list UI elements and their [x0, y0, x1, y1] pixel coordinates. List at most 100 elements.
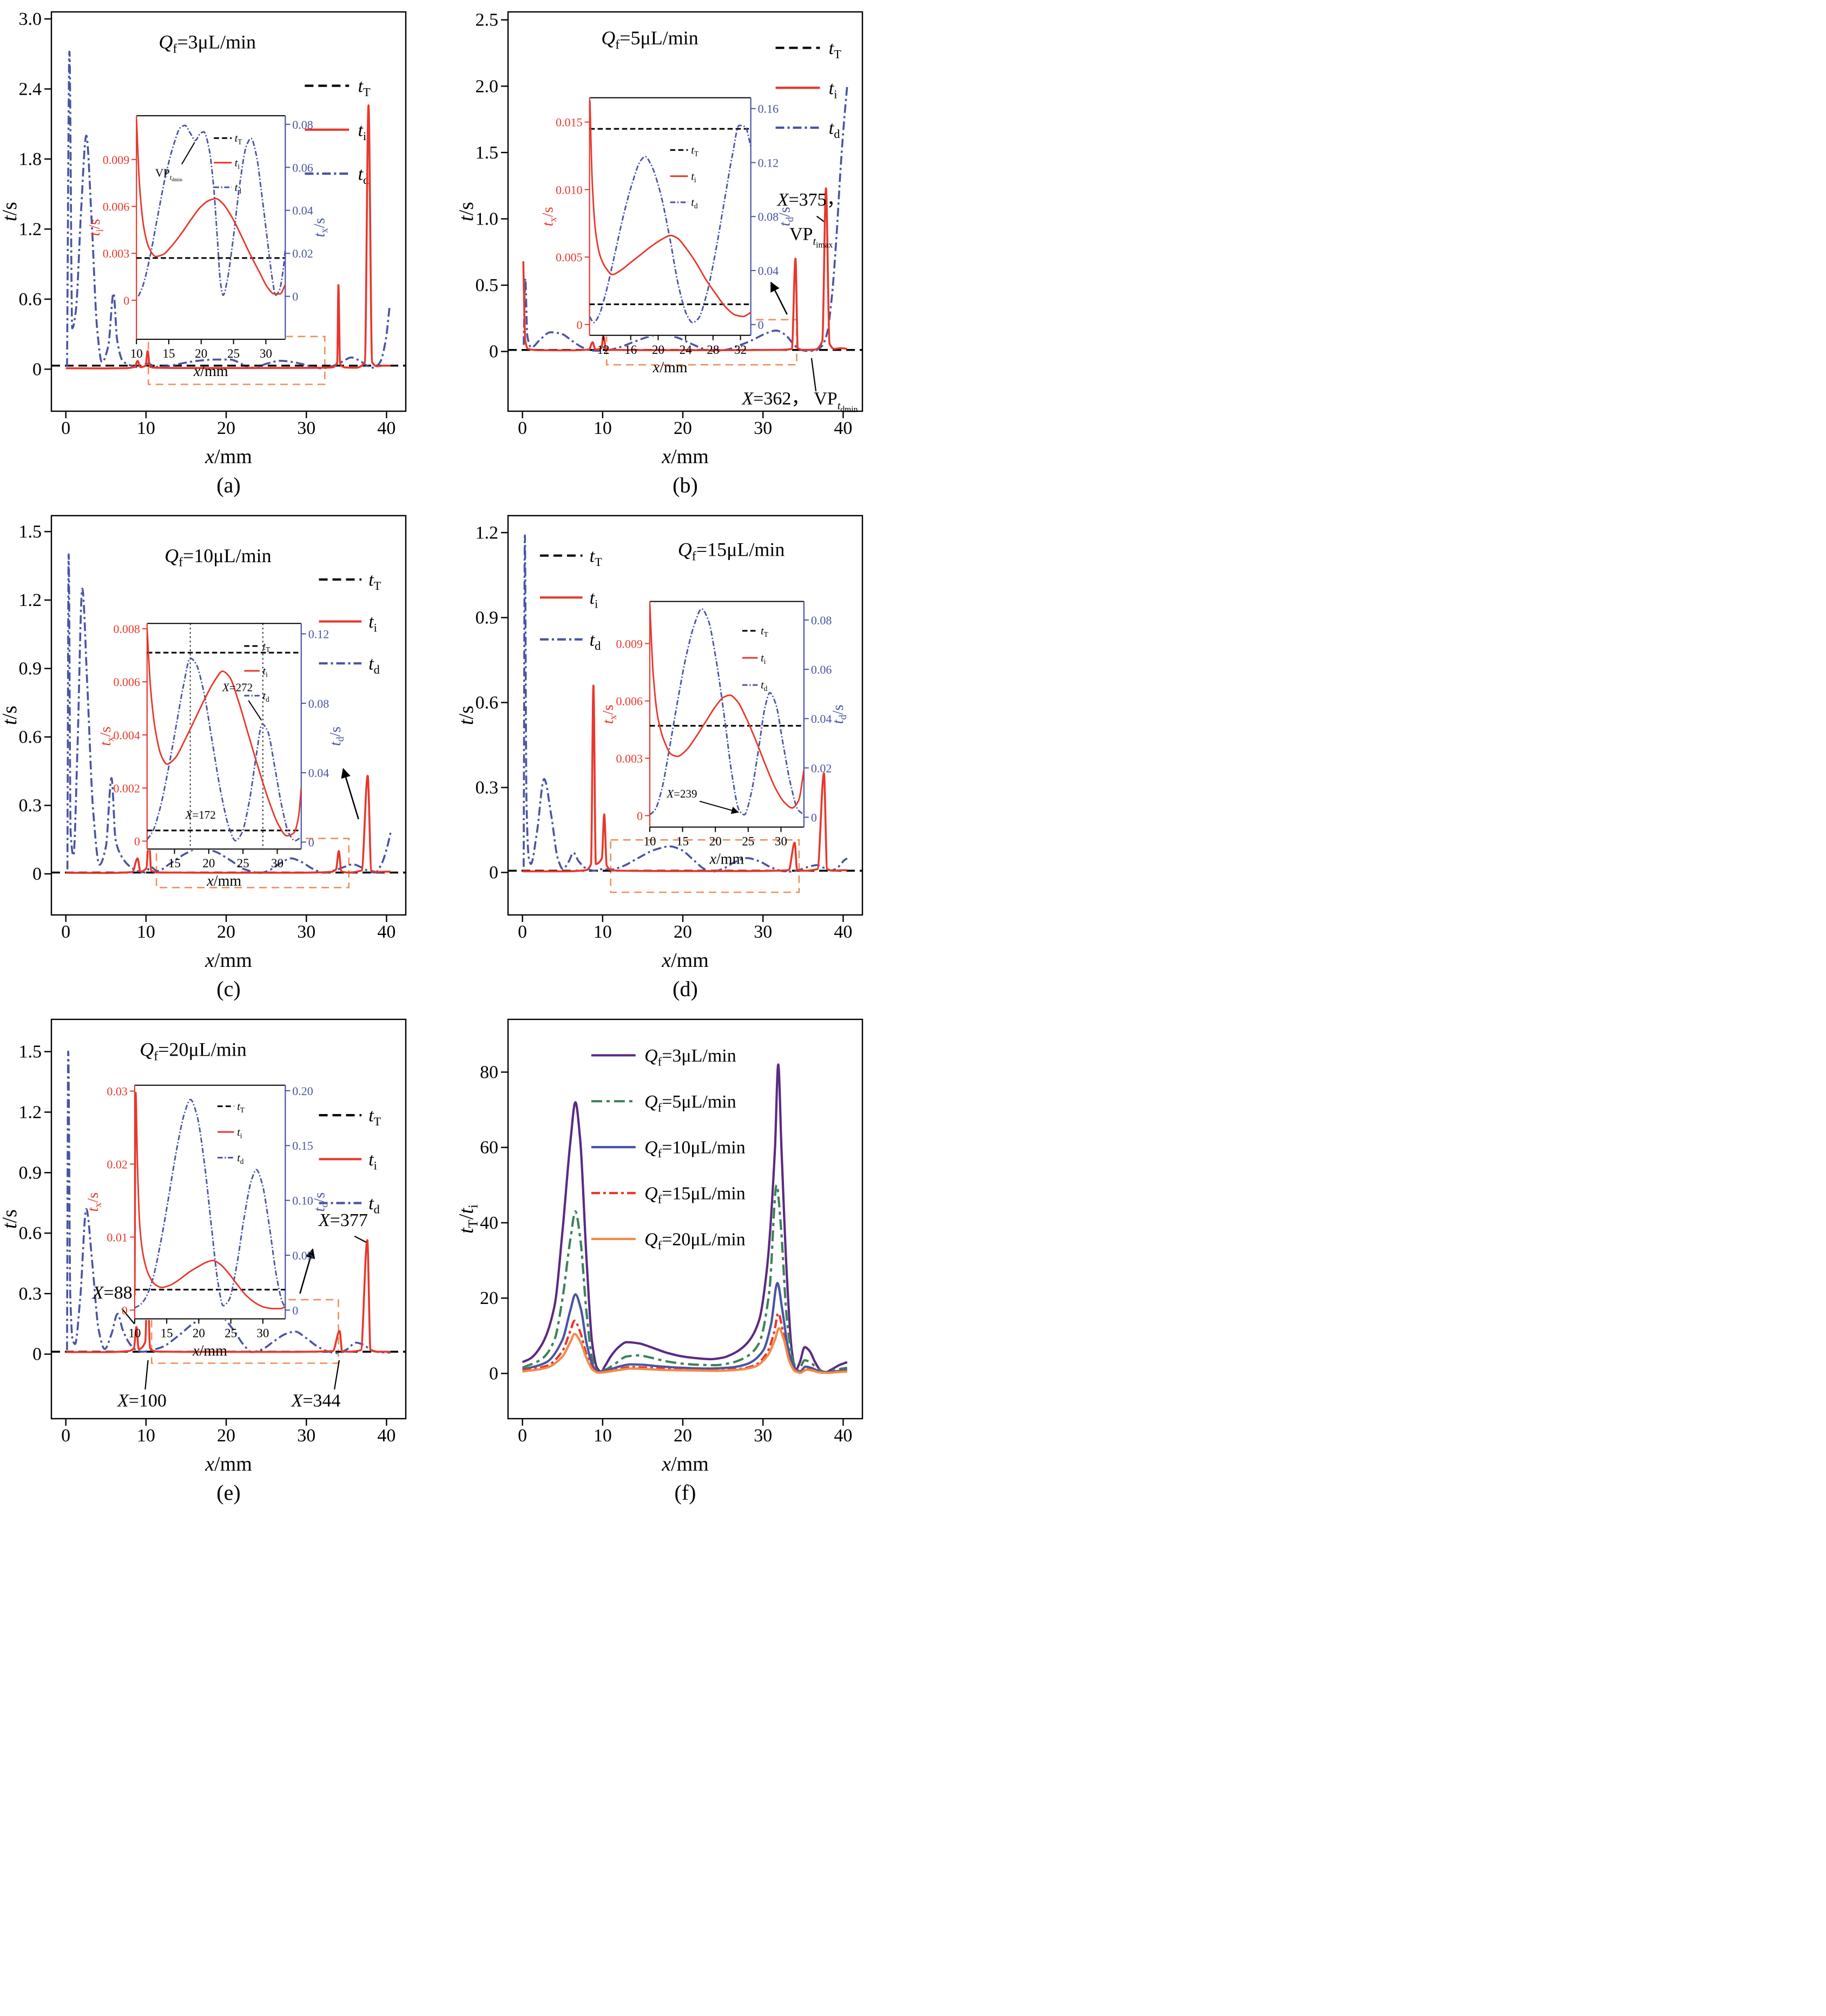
panel-caption: (d) [673, 977, 698, 1001]
series-dashdot-blue [66, 50, 391, 370]
y-axis-label: t/s [0, 706, 21, 725]
legend-label: ti [691, 170, 696, 183]
panel-f: 0 10 20 30 40 0 20 40 60 80 x/mm tT/ti (f) Qf=3μL/min… [457, 1007, 913, 1511]
legend-label: td [590, 630, 601, 653]
inset-series [589, 100, 751, 324]
legend-label: Qf=3μL/min [644, 1046, 736, 1069]
inset-series [134, 1091, 286, 1309]
legend-label: ti [237, 1126, 242, 1139]
legend-label: tT [237, 1101, 245, 1114]
y-tick-label: 1.5 [19, 522, 42, 542]
y-tick-label: 0.5 [476, 275, 499, 295]
inset-right-tick-label: 0.15 [292, 1139, 313, 1152]
y-tick-label: 0.6 [476, 693, 499, 713]
panel-c-chart: 0 10 20 30 40 0 0.3 0.6 0.9 1.2 1.5 x/mm t/s (c) Qf=10… [0, 504, 457, 1007]
inset-right-tick-label: 0 [292, 290, 298, 304]
inset-left-tick-label: 0.006 [103, 200, 130, 214]
legend-label: td [263, 690, 270, 703]
inset-left-tick-label: 0 [122, 1303, 128, 1317]
legend-label: tT [590, 546, 602, 569]
legend: tT ti td [670, 144, 698, 210]
series-solid-red [134, 1091, 286, 1309]
inset-left-tick-label: 0.02 [107, 1157, 128, 1171]
inset-x-tick-label: 10 [130, 347, 143, 360]
legend: tT ti td [539, 546, 602, 653]
legend-label: ti [829, 78, 838, 101]
legend-label: tT [829, 38, 841, 61]
panel-e-chart: 0 10 20 30 4000.30.60.91.21.5x/mmt/s(e)Qf=20… [0, 1007, 457, 1511]
x-axis-label: x/mm [661, 949, 709, 972]
x-tick-label: 30 [754, 418, 772, 438]
legend-label: Qf=20μL/min [644, 1229, 746, 1252]
series-dashdot-blue [66, 553, 392, 874]
inset-right-tick-label: 0.04 [292, 204, 313, 218]
legend: tT ti td [305, 76, 371, 187]
x-tick-label: 20 [674, 922, 692, 942]
zoom-region-rect [605, 319, 797, 366]
inset-annotation: X=172 [185, 808, 216, 821]
y-tick-label: 2.4 [19, 79, 42, 99]
y-tick-label: 0.9 [19, 1163, 42, 1183]
y-tick-label: 1.5 [476, 143, 499, 163]
x-tick-label: 10 [137, 922, 155, 942]
inset-x-tick-label: 30 [256, 1327, 269, 1340]
inset-x-tick-label: 20 [709, 835, 722, 848]
series-solid-blue [522, 1282, 848, 1374]
inset-series [147, 629, 301, 842]
y-tick-label: 1.0 [476, 209, 499, 229]
legend-label: Qf=15μL/min [644, 1184, 746, 1207]
y-tick-label: 0 [32, 359, 42, 379]
x-tick-label: 20 [674, 1426, 692, 1446]
inset-right-axis-label: td/s [327, 727, 346, 746]
y-tick-label: 60 [480, 1138, 498, 1158]
main-series [51, 1050, 406, 1354]
inset-x-tick-label: 25 [742, 835, 754, 848]
inset-x-tick-label: 32 [734, 343, 747, 357]
legend-label: Qf=5μL/min [644, 1092, 736, 1115]
annotation: X=377 [318, 1210, 368, 1230]
legend-label: tT [358, 76, 371, 99]
inset-chart: 10 15 20 25 30 0 0.003 0.006 0.009 0 0.02 0.04 0.06 0… [600, 600, 849, 868]
inset-left-axis-label: ti/s [87, 219, 106, 236]
inset-right-tick-label: 0.02 [292, 247, 313, 260]
panel-d: 0 10 20 30 40 0 0.3 0.6 0.9 1.2 x/mm t/s (d) Qf=15μL/… [457, 504, 913, 1007]
x-tick-label: 40 [834, 1426, 852, 1446]
x-tick-label: 40 [834, 418, 852, 438]
inset-right-tick-label: 0.08 [292, 118, 313, 131]
legend-label: tT [263, 641, 271, 654]
x-axis-label: x/mm [205, 445, 252, 468]
inset-left-axis-label: tx/s [85, 1193, 104, 1212]
inset-chart: 10 15 20 25 30 0 0.003 0.006 0.009 0 0.02 0.04 0.06 0… [87, 114, 331, 380]
panel-b-chart: 0 10 20 30 40 0 0.5 1.0 1.5 2.0 2.5 x/mm t/s (b) Qf=5μ… [457, 0, 913, 504]
legend-label: tT [691, 144, 698, 157]
panel-b: 0 10 20 30 40 0 0.5 1.0 1.5 2.0 2.5 x/mm t/s (b) Qf=5μ… [457, 0, 913, 504]
inset-right-tick-label: 0.04 [308, 766, 329, 780]
x-tick-label: 40 [377, 922, 395, 942]
y-tick-label: 1.2 [476, 523, 499, 543]
inset-x-tick-label: 20 [652, 343, 664, 357]
inset-left-tick-label: 0.003 [616, 752, 643, 765]
legend: Qf=3μL/min Qf=5μL/min Qf=10μL/min Qf=15μL/m… [591, 1046, 746, 1252]
x-tick-label: 10 [594, 1426, 612, 1446]
series-solid-red [136, 118, 286, 295]
legend: tT ti td [319, 570, 381, 676]
legend-label: Qf=10μL/min [644, 1138, 746, 1161]
legend-label: tT [761, 625, 768, 638]
inset-left-axis-label: tx/s [97, 727, 116, 746]
inset-left-axis-label: tx/s [540, 207, 559, 226]
annotation: VPtimax [789, 225, 833, 250]
inset-right-tick-label: 0.12 [308, 628, 329, 641]
y-tick-label: 2.5 [476, 10, 499, 30]
zoom-region-rect [610, 839, 800, 893]
zoom-arrow [341, 768, 359, 820]
axes: 0 10 20 30 40 0 0.5 1.0 1.5 2.0 2.5 x/mm t/s (b) [457, 10, 863, 497]
y-tick-label: 0.9 [476, 608, 499, 628]
annotation: X=375， [776, 190, 845, 210]
panel-title: Qf=3μL/min [159, 31, 256, 56]
panel-caption: (a) [216, 473, 240, 497]
y-tick-label: 20 [480, 1288, 498, 1308]
inset-left-tick-label: 0.009 [103, 153, 130, 167]
x-axis-label: x/mm [661, 1453, 709, 1475]
inset-annotation: VPtdmin [155, 167, 182, 183]
main-series [508, 86, 862, 352]
